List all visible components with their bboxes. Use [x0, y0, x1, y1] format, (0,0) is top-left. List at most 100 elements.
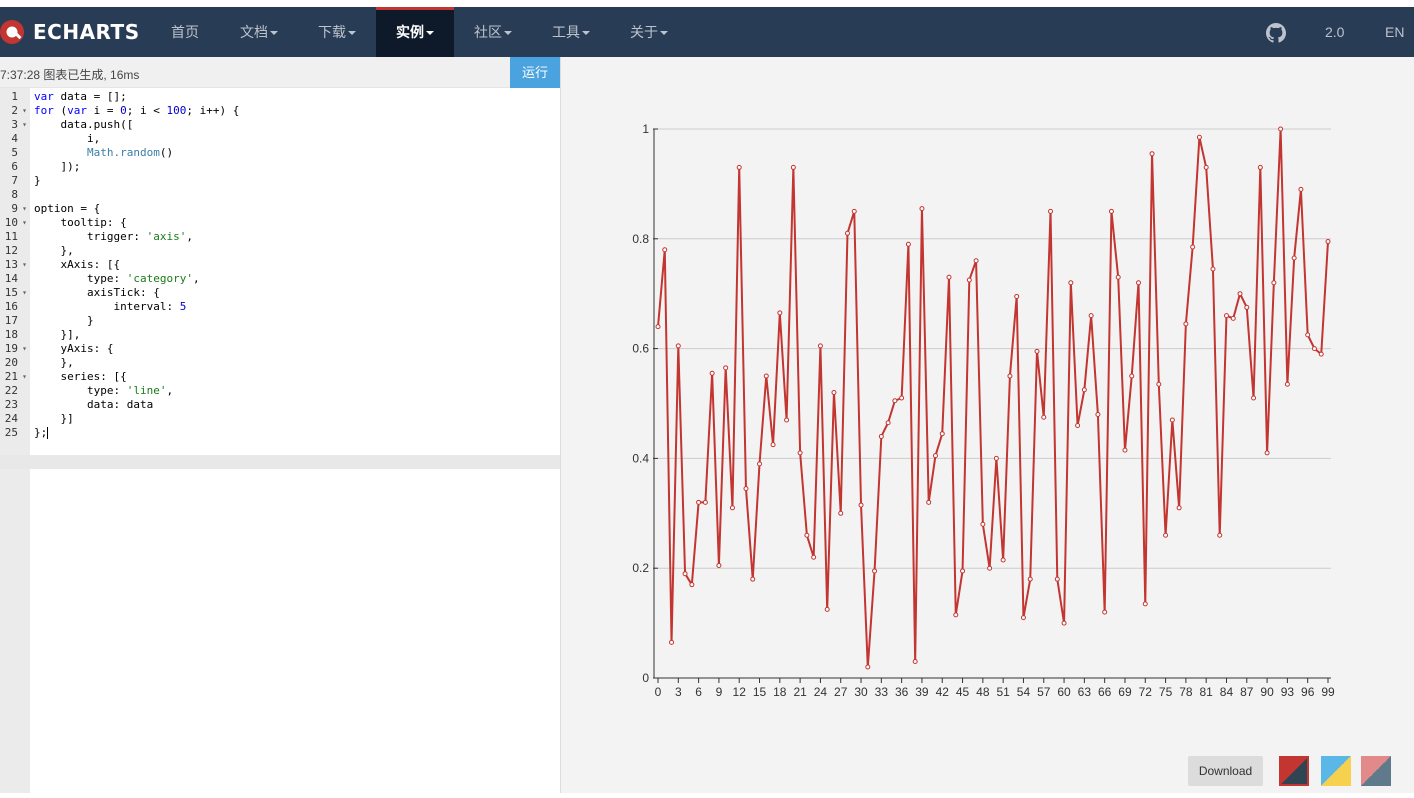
x-tick-label: 87: [1240, 685, 1254, 699]
version-link[interactable]: 2.0: [1325, 24, 1345, 40]
code-line: trigger: 'axis',: [34, 230, 193, 243]
x-tick-label: 60: [1057, 685, 1071, 699]
data-point: [885, 420, 891, 426]
data-point: [1041, 414, 1047, 420]
fold-arrow-icon[interactable]: ▾: [22, 204, 27, 213]
editor-statusbar: 7:37:28 图表已生成, 16ms 运行: [0, 57, 560, 88]
line-number-text: 22: [4, 384, 18, 397]
data-point: [1014, 293, 1020, 299]
data-point: [1149, 151, 1155, 157]
data-point: [1203, 164, 1209, 170]
line-number: 21 ▾: [0, 370, 30, 384]
echarts-logo[interactable]: ECHARTS: [0, 7, 150, 57]
data-point: [1176, 505, 1182, 511]
line-number: 6: [0, 160, 30, 174]
y-tick-label: 0.4: [632, 451, 649, 465]
data-point: [851, 208, 857, 214]
x-tick-label: 51: [996, 685, 1010, 699]
data-point: [1230, 315, 1236, 321]
line-number-text: 19: [4, 342, 18, 355]
data-point: [1264, 450, 1270, 456]
github-link[interactable]: [1266, 7, 1286, 57]
data-point: [1318, 351, 1324, 357]
line-number: 24: [0, 412, 30, 426]
x-tick-label: 18: [773, 685, 787, 699]
data-point: [973, 258, 979, 264]
data-point: [763, 373, 769, 379]
data-point: [1210, 266, 1216, 272]
data-point: [1102, 609, 1108, 615]
line-number-text: 12: [4, 244, 18, 257]
nav-item-2[interactable]: 下载: [298, 7, 376, 57]
caret-down-icon: [582, 31, 590, 36]
nav-item-6[interactable]: 关于: [610, 7, 688, 57]
data-point: [1081, 387, 1087, 393]
fold-arrow-icon[interactable]: ▾: [22, 372, 27, 381]
code-line: }],: [34, 328, 81, 341]
code-editor[interactable]: [0, 88, 560, 793]
nav-item-0[interactable]: 首页: [150, 7, 220, 57]
line-number-text: 9: [11, 202, 18, 215]
theme-swatch-0[interactable]: [1279, 756, 1309, 786]
data-point: [1122, 447, 1128, 453]
fold-arrow-icon[interactable]: ▾: [22, 344, 27, 353]
data-point: [1271, 280, 1277, 286]
code-line: xAxis: [{: [34, 258, 121, 271]
code-line: };: [34, 426, 49, 439]
y-tick-label: 0.8: [632, 232, 649, 246]
line-number: 17: [0, 314, 30, 328]
y-tick-label: 0: [642, 671, 649, 685]
data-point: [1305, 332, 1311, 338]
data-point: [1088, 313, 1094, 319]
data-point: [1048, 208, 1054, 214]
text-cursor: [47, 427, 49, 439]
code-line: var data = [];: [34, 90, 127, 103]
nav-item-3[interactable]: 实例: [376, 7, 454, 57]
line-number-text: 6: [11, 160, 18, 173]
data-point: [1034, 348, 1040, 354]
line-number: 18: [0, 328, 30, 342]
line-chart[interactable]: 00.20.40.60.810 3 6 9 12 15 18 21 24 27 30 33 36 39 42…: [561, 57, 1414, 793]
data-point: [831, 390, 837, 396]
x-tick-label: 93: [1281, 685, 1295, 699]
download-button[interactable]: Download: [1188, 756, 1263, 786]
data-point: [1163, 532, 1169, 538]
nav-item-4[interactable]: 社区: [454, 7, 532, 57]
nav-item-5[interactable]: 工具: [532, 7, 610, 57]
fold-arrow-icon[interactable]: ▾: [22, 120, 27, 129]
nav-item-label: 实例: [396, 24, 424, 40]
data-point: [987, 565, 993, 571]
editor-pane: 7:37:28 图表已生成, 16ms 运行 1 var data = []; 2 ▾…: [0, 57, 561, 793]
code-line: axisTick: {: [34, 286, 160, 299]
data-point: [757, 461, 763, 467]
theme-swatch-2[interactable]: [1361, 756, 1391, 786]
nav-item-label: 社区: [474, 24, 502, 40]
theme-swatch-1[interactable]: [1321, 756, 1351, 786]
data-point: [662, 247, 668, 253]
data-point: [696, 499, 702, 505]
data-point: [1284, 381, 1290, 387]
line-number: 11: [0, 230, 30, 244]
code-line: for (var i = 0; i < 100; i++) {: [34, 104, 240, 117]
line-number-text: 11: [4, 230, 18, 243]
caret-down-icon: [660, 31, 668, 36]
fold-arrow-icon[interactable]: ▾: [22, 260, 27, 269]
x-tick-label: 42: [936, 685, 950, 699]
line-number: 10 ▾: [0, 216, 30, 230]
data-point: [1007, 373, 1013, 379]
x-tick-label: 36: [895, 685, 909, 699]
data-point: [709, 370, 715, 376]
x-tick-label: 81: [1200, 685, 1214, 699]
fold-arrow-icon[interactable]: ▾: [22, 106, 27, 115]
caret-down-icon: [504, 31, 512, 36]
data-point: [1196, 134, 1202, 140]
nav-item-1[interactable]: 文档: [220, 7, 298, 57]
x-tick-label: 63: [1078, 685, 1092, 699]
data-point: [716, 562, 722, 568]
data-point: [899, 395, 905, 401]
fold-arrow-icon[interactable]: ▾: [22, 218, 27, 227]
run-button[interactable]: 运行: [510, 57, 560, 88]
x-tick-label: 6: [695, 685, 702, 699]
language-switch[interactable]: EN: [1385, 24, 1405, 40]
fold-arrow-icon[interactable]: ▾: [22, 288, 27, 297]
